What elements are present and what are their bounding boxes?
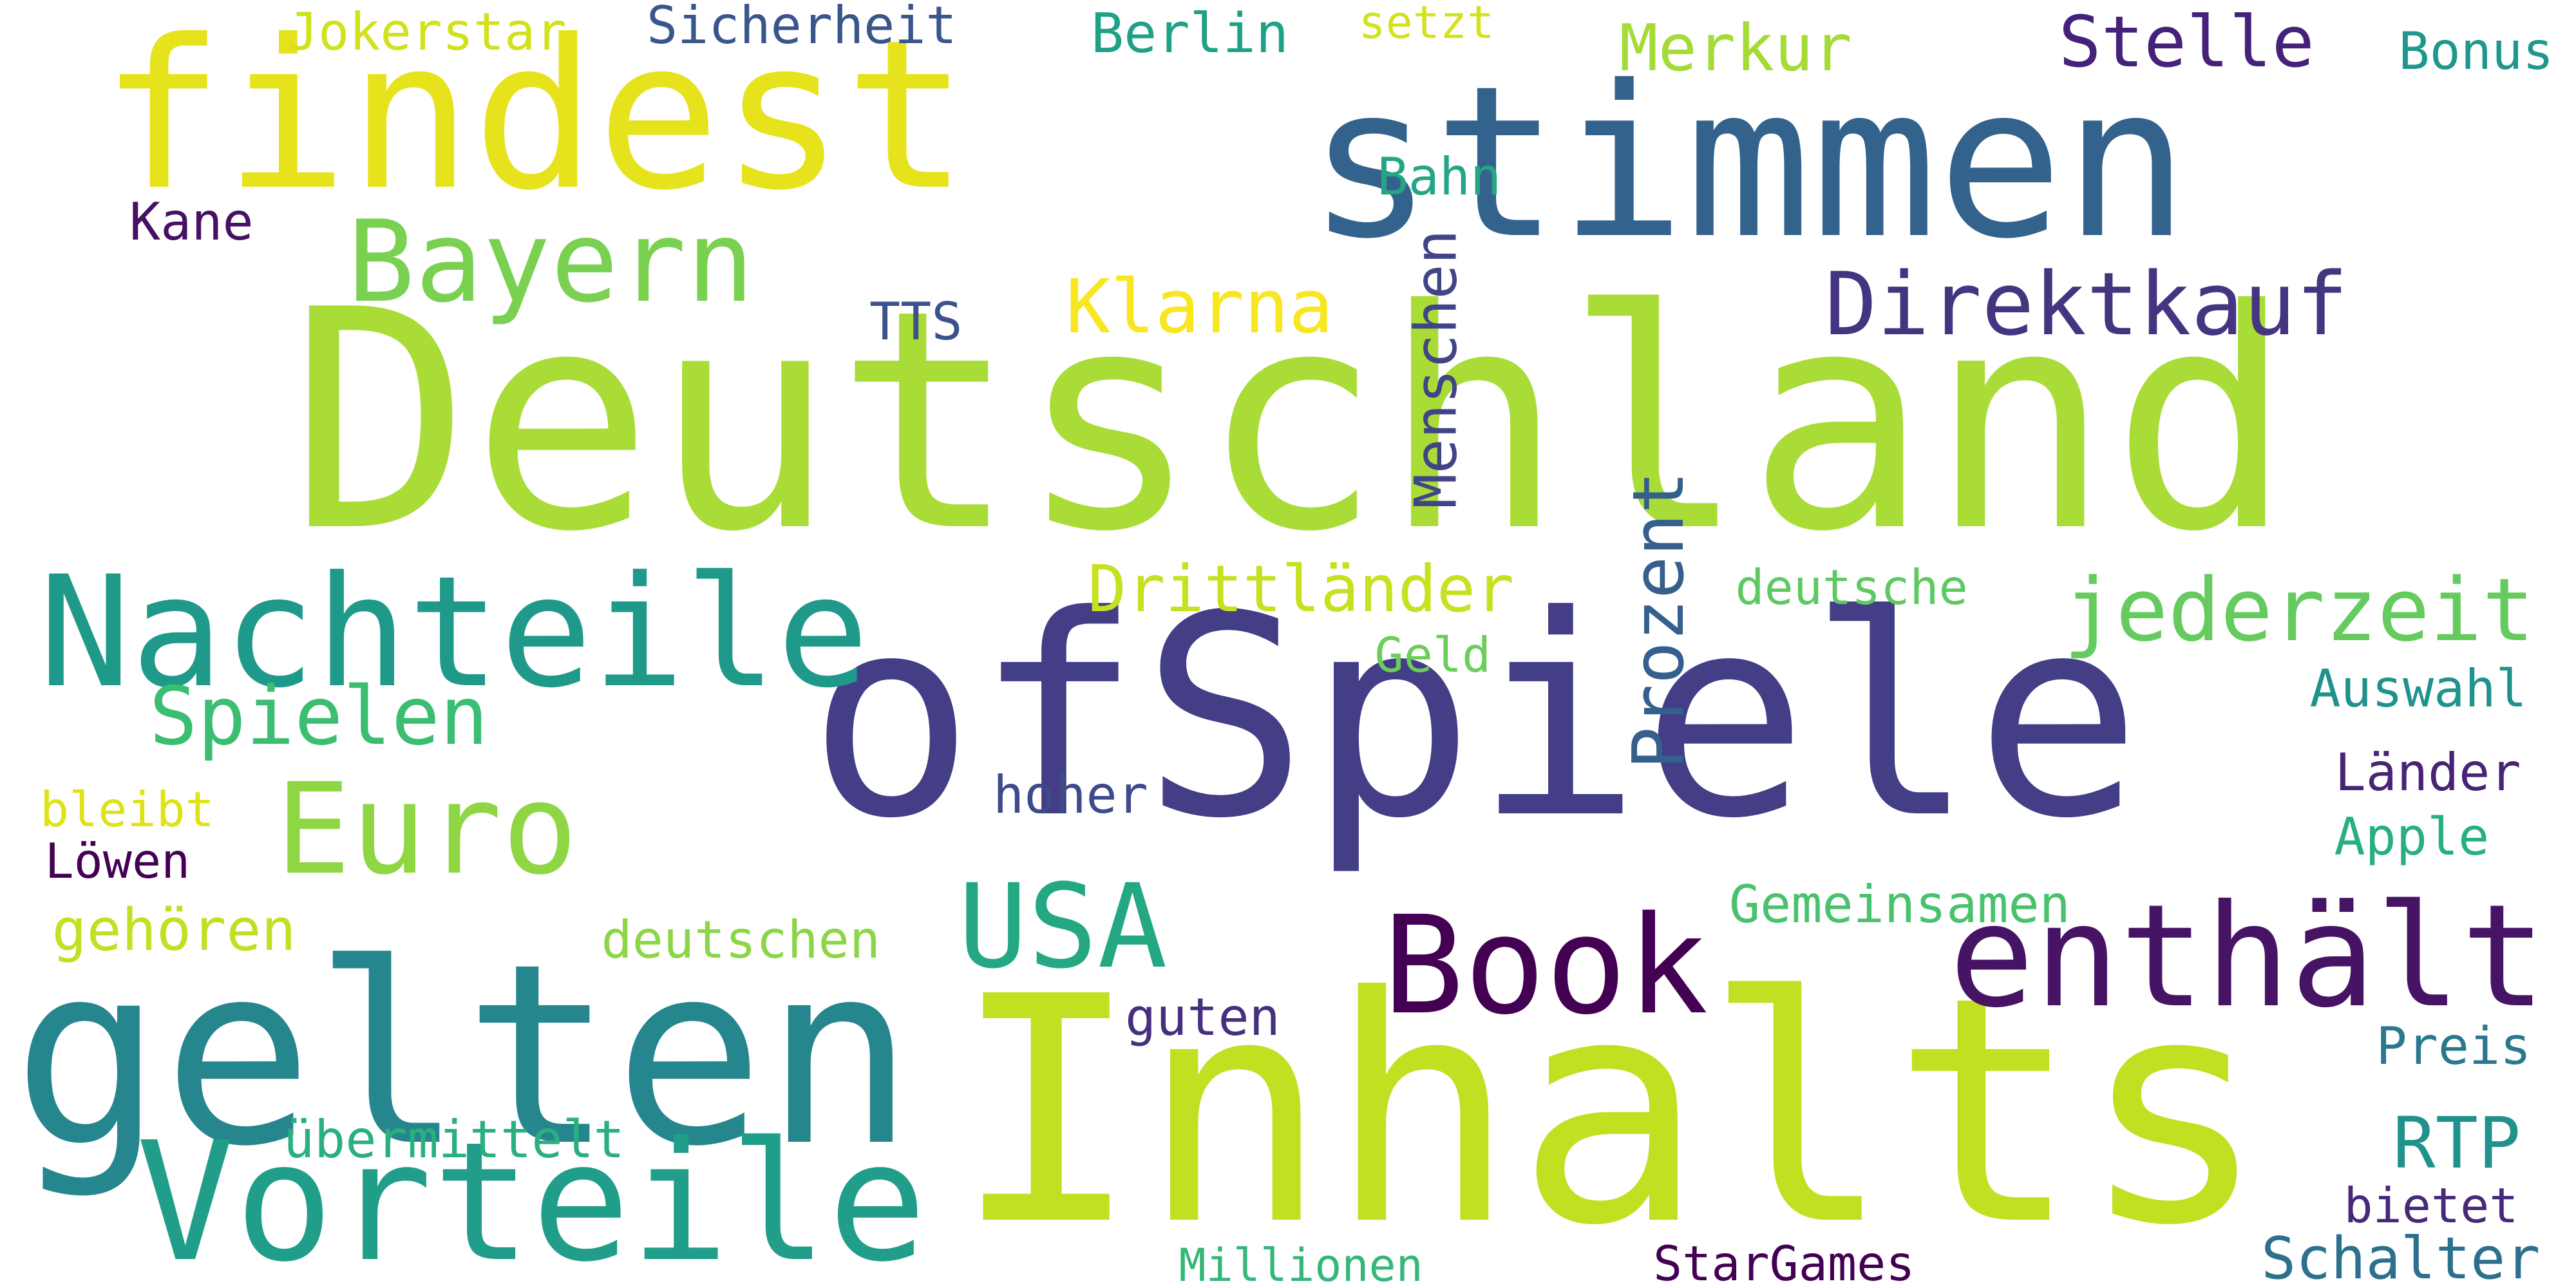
- word-book: Book: [1383, 887, 1709, 1045]
- word-usa: USA: [958, 860, 1168, 994]
- word-deutschland: Deutschland: [289, 245, 2294, 598]
- word-preis: Preis: [2376, 1016, 2532, 1076]
- word-stelle: Stelle: [2058, 1, 2315, 83]
- word-drittlaender: Drittländer: [1088, 551, 1515, 627]
- word-bahn: Bahn: [1377, 147, 1502, 207]
- word-gemeinsamen: Gemeinsamen: [1729, 875, 2070, 934]
- word-deutschen: deutschen: [601, 910, 880, 970]
- word-prozent: Prozent: [1616, 470, 1700, 770]
- word-jederzeit: jederzeit: [2063, 560, 2535, 661]
- word-stimmen: stimmen: [1307, 41, 2190, 285]
- word-klarna: Klarna: [1066, 264, 1334, 350]
- word-laender: Länder: [2334, 743, 2521, 802]
- word-menschen: Menschen: [1402, 229, 1470, 509]
- word-gelten: gelten: [12, 911, 915, 1201]
- word-auswahl: Auswahl: [2309, 659, 2527, 719]
- word-deutsche: deutsche: [1735, 559, 1968, 616]
- word-geld: Geld: [1374, 627, 1492, 683]
- word-spielen: Spielen: [149, 670, 489, 763]
- word-bleibt: bleibt: [40, 781, 214, 838]
- word-rtp: RTP: [2392, 1102, 2521, 1184]
- word-millionen: Millionen: [1179, 1239, 1423, 1288]
- word-euro: Euro: [275, 756, 578, 902]
- word-findest: findest: [100, 0, 969, 236]
- word-bietet: bietet: [2344, 1177, 2519, 1234]
- word-sicherheit: Sicherheit: [647, 0, 957, 55]
- word-jokerstar: Jokerstar: [287, 2, 567, 62]
- word-apple: Apple: [2334, 807, 2490, 867]
- word-kane: Kane: [129, 192, 254, 252]
- word-loewen: Löwen: [44, 833, 191, 889]
- word-ofspiele: ofSpiele: [808, 557, 2142, 879]
- word-uebermittelt: übermittelt: [283, 1110, 625, 1170]
- word-hoher: hoher: [993, 765, 1148, 825]
- word-vorteile: Vorteile: [136, 1107, 927, 1288]
- word-schalter: Schalter: [2261, 1225, 2541, 1288]
- word-nachteile: Nachteile: [39, 543, 869, 722]
- word-stargames: StarGames: [1653, 1235, 1915, 1288]
- word-bayern: Bayern: [347, 197, 755, 328]
- word-tts: TTS: [869, 292, 963, 352]
- word-berlin: Berlin: [1091, 2, 1289, 66]
- word-setzt: setzt: [1358, 0, 1495, 49]
- word-inhalts: Inhalts: [952, 931, 2268, 1288]
- word-enthaelt: enthält: [1949, 874, 2546, 1039]
- word-guten: guten: [1125, 987, 1280, 1047]
- word-bonus: Bonus: [2398, 21, 2554, 81]
- word-merkur: Merkur: [1619, 10, 1852, 86]
- word-gehoeren: gehören: [52, 896, 296, 964]
- word-direktkauf: Direktkauf: [1824, 254, 2349, 355]
